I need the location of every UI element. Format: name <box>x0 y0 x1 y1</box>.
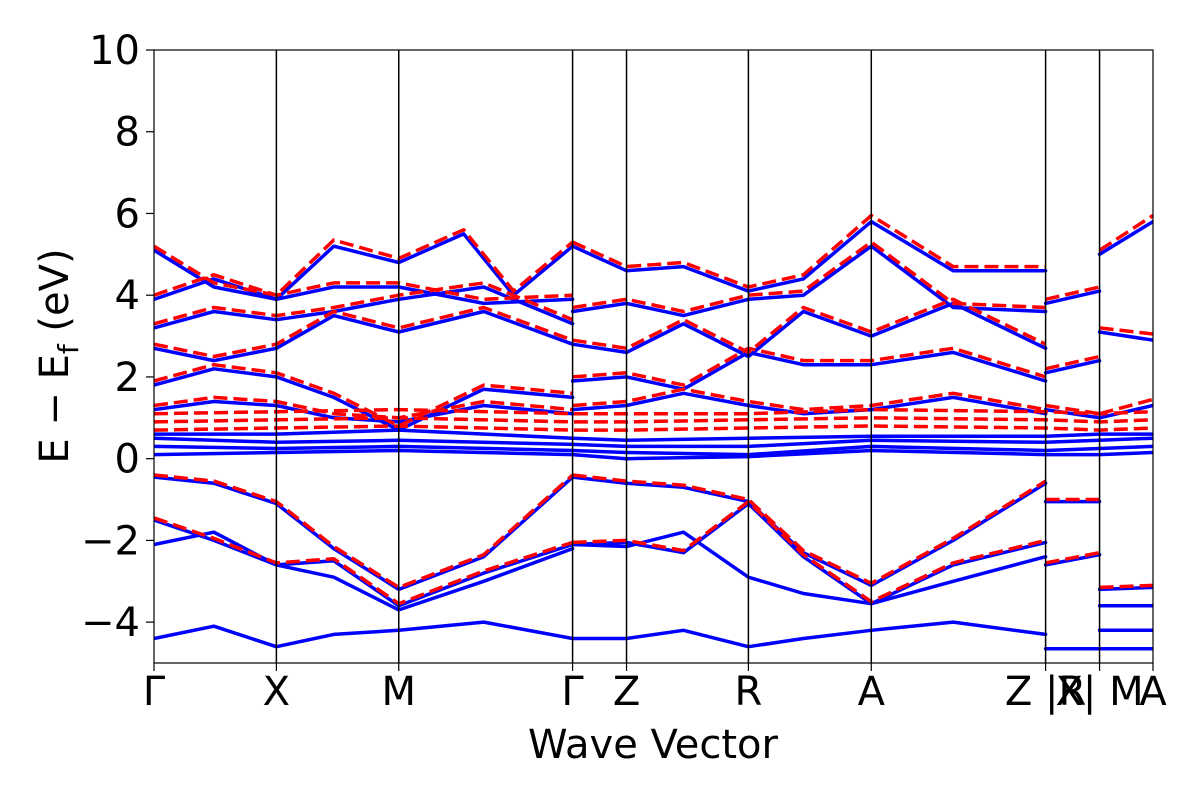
band-line <box>1097 219 1153 257</box>
band-line <box>1045 285 1100 302</box>
x-tick-label: Z <box>613 669 640 715</box>
plot-frame <box>153 49 1154 664</box>
band-line <box>570 301 1048 359</box>
band-line <box>154 362 573 428</box>
band-line <box>572 499 1047 604</box>
x-tick-label: Γ <box>143 669 166 715</box>
band-line <box>1043 552 1102 567</box>
y-axis-title: E − Ef (eV) <box>32 248 85 463</box>
band-line <box>1045 403 1100 416</box>
band-line <box>154 273 573 302</box>
band-line <box>154 407 1153 416</box>
y-tick-label: −4 <box>81 600 140 646</box>
band-line <box>154 424 1153 432</box>
y-tick-label: 8 <box>115 110 140 156</box>
band-line <box>1097 330 1153 342</box>
band-line <box>154 232 575 302</box>
band-series-2 <box>154 213 1153 606</box>
y-tick-label: 2 <box>115 355 140 401</box>
band-line <box>572 297 1047 355</box>
band-line <box>572 473 1047 586</box>
band-line <box>571 213 1046 289</box>
band-line <box>154 367 575 432</box>
band-line <box>154 281 574 326</box>
band-line <box>154 620 575 649</box>
band-line <box>154 228 574 297</box>
band-line <box>1099 326 1153 336</box>
band-line <box>1099 397 1153 416</box>
band-line <box>154 309 575 363</box>
band-line <box>1098 214 1153 252</box>
band-line <box>570 530 1048 606</box>
band-line <box>154 473 574 590</box>
y-axis-title-main: E − E <box>32 354 78 464</box>
band-line <box>572 387 1046 412</box>
y-axis-title-unit: (eV) <box>32 248 78 344</box>
band-line <box>570 391 1048 416</box>
band-line <box>154 399 575 424</box>
y-axis-ticks: −4 −2 0 2 4 6 8 10 <box>81 28 154 646</box>
band-line <box>570 620 1048 649</box>
y-tick-label: 10 <box>89 28 140 74</box>
x-tick-label: X| M <box>1055 669 1143 715</box>
band-line <box>1097 585 1153 592</box>
band-line <box>1045 354 1100 371</box>
band-line <box>154 475 575 592</box>
y-tick-label: 6 <box>115 191 140 237</box>
x-tick-label: X <box>263 669 290 715</box>
band-line <box>154 516 574 606</box>
band-lines <box>154 213 1153 651</box>
band-line <box>154 395 573 420</box>
y-tick-label: 0 <box>115 437 140 483</box>
band-line <box>1043 358 1102 375</box>
band-line <box>570 350 1048 391</box>
band-line <box>154 444 1153 457</box>
x-tick-label: Γ <box>561 669 584 715</box>
y-tick-label: 4 <box>115 273 140 319</box>
band-line <box>570 219 1048 293</box>
band-line <box>154 436 1153 449</box>
band-line <box>570 244 1048 318</box>
band-line <box>1043 289 1102 306</box>
kpoint-divider-lines <box>275 50 1101 663</box>
band-line <box>154 448 1153 461</box>
band-line <box>154 530 575 612</box>
x-tick-label: A <box>858 669 886 715</box>
band-line <box>572 346 1047 387</box>
x-tick-label: R <box>735 669 763 715</box>
band-line <box>154 277 575 306</box>
band-line <box>154 416 1153 424</box>
y-axis-title-subscript: f <box>52 343 85 354</box>
band-line <box>572 240 1046 314</box>
band-line <box>1099 583 1153 590</box>
y-tick-label: −2 <box>81 518 140 564</box>
x-tick-label: M <box>381 669 416 715</box>
band-line <box>154 305 574 359</box>
x-axis-title: Wave Vector <box>528 722 779 768</box>
x-tick-label: A <box>1139 669 1167 715</box>
band-series-1 <box>154 219 1153 651</box>
band-line <box>1045 550 1100 565</box>
band-line <box>154 428 1153 443</box>
x-tick-label: Z |R <box>1005 669 1086 715</box>
